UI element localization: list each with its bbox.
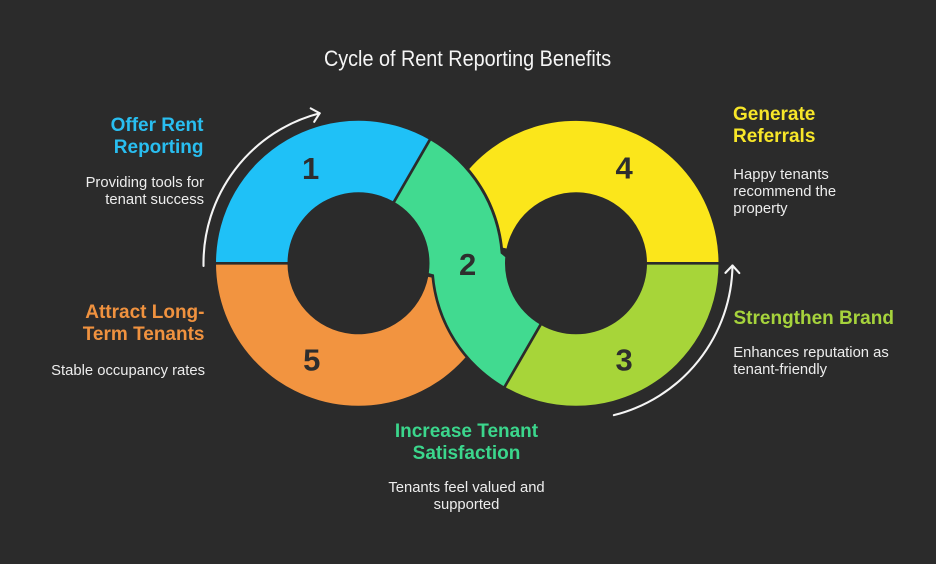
svg-text:2: 2: [459, 247, 476, 282]
svg-text:5: 5: [303, 343, 320, 378]
svg-text:1: 1: [302, 151, 319, 186]
svg-text:4: 4: [615, 151, 633, 186]
svg-text:3: 3: [615, 343, 632, 378]
